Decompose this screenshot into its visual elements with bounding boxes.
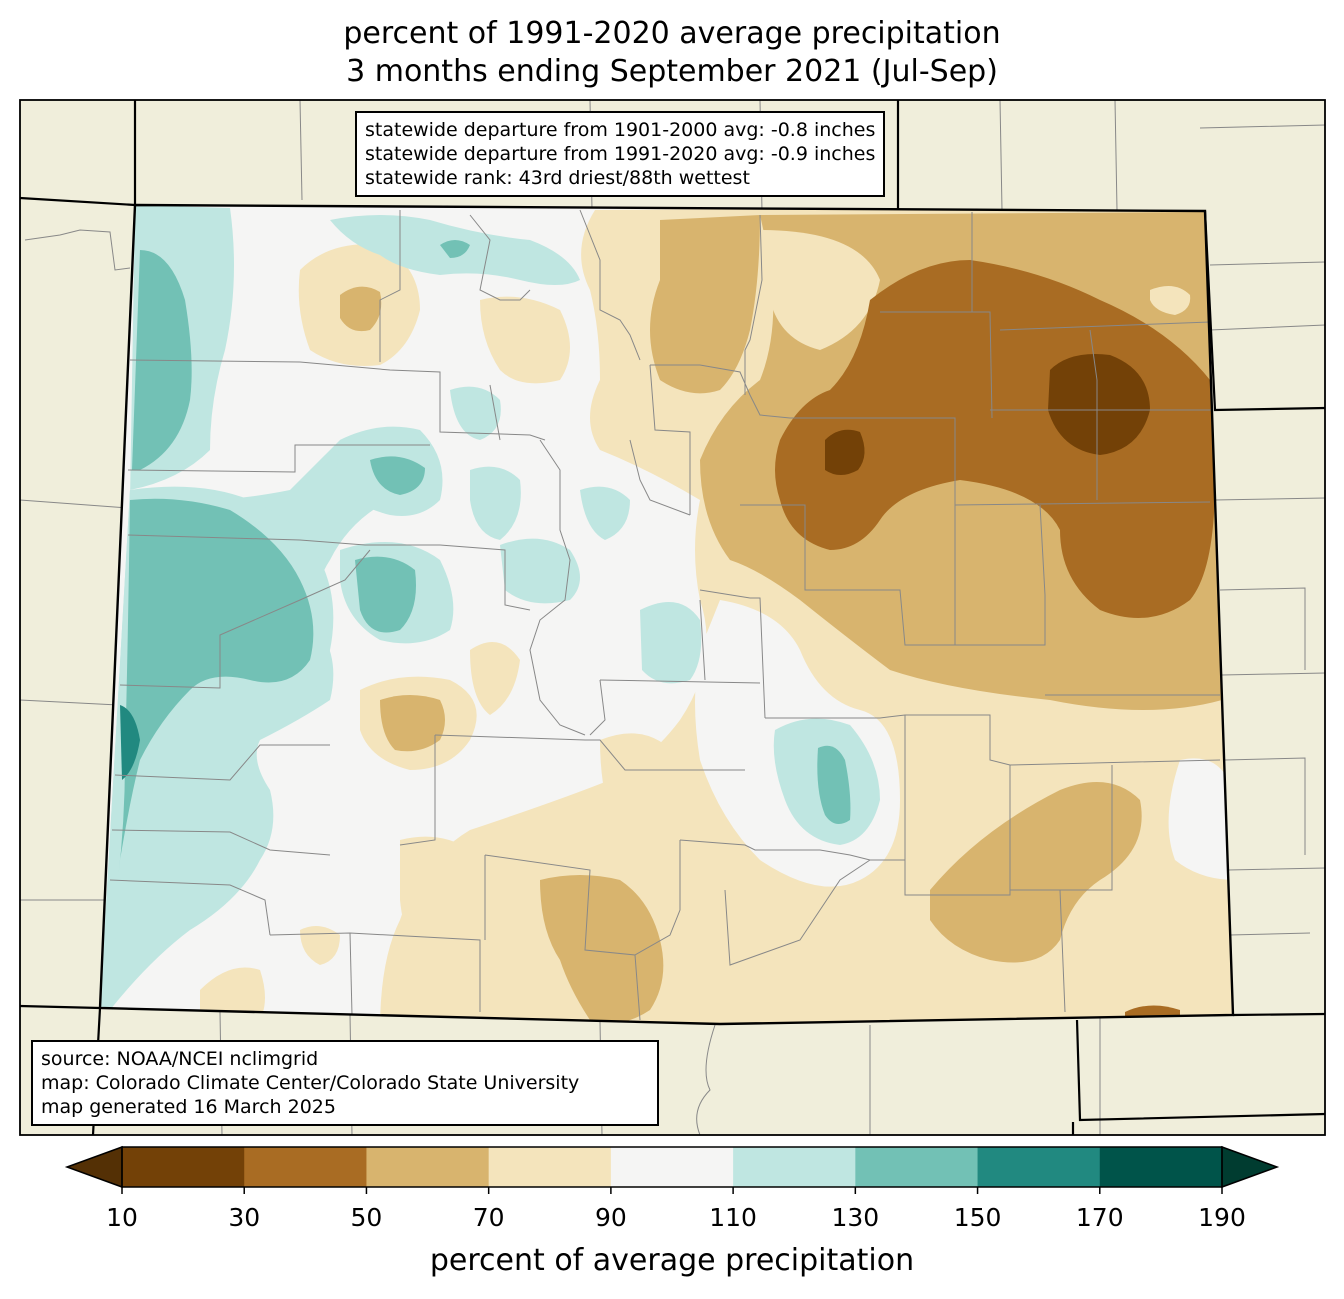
colorbar-tick-label: 170	[1075, 1203, 1124, 1232]
colorbar-tick-label: 90	[594, 1203, 627, 1232]
colorbar-segment	[366, 1147, 490, 1187]
colorado-border	[98, 203, 1235, 1026]
colorbar-tick-label: 30	[228, 1203, 261, 1232]
stats-line-1: statewide departure from 1901-2000 avg: …	[365, 119, 876, 141]
colorbar-tick-label: 130	[831, 1203, 880, 1232]
stats-line-3: statewide rank: 43rd driest/88th wettest	[365, 167, 750, 189]
colorbar-segment	[488, 1147, 612, 1187]
colorbar	[64, 1145, 1280, 1194]
colorbar-segment	[855, 1147, 979, 1187]
county-lines	[109, 209, 1221, 1021]
map-frame	[19, 99, 1326, 1136]
colorbar-segment	[244, 1147, 367, 1187]
colorbar-tick-label: 70	[472, 1203, 505, 1232]
colorbar-label: percent of average precipitation	[429, 1243, 915, 1278]
source-line-1: source: NOAA/NCEI nclimgrid	[41, 1048, 319, 1070]
source-line-2: map: Colorado Climate Center/Colorado St…	[41, 1072, 580, 1094]
map-title-line1: percent of 1991-2020 average precipitati…	[343, 16, 1001, 51]
colorbar-segment	[610, 1147, 734, 1187]
colorbar-segment	[733, 1147, 856, 1187]
colorbar-over-arrow	[1221, 1145, 1280, 1189]
colorbar-tick-label: 150	[953, 1203, 1002, 1232]
colorbar-segment	[122, 1147, 245, 1187]
colorbar-tick-label: 190	[1198, 1203, 1246, 1232]
statewide-stats-box: statewide departure from 1901-2000 avg: …	[355, 111, 886, 197]
source-line-3: map generated 16 March 2025	[41, 1096, 336, 1118]
precipitation-field	[100, 205, 1233, 1024]
source-box: source: NOAA/NCEI nclimgrid map: Colorad…	[31, 1040, 659, 1126]
colorbar-under-arrow	[64, 1145, 123, 1189]
colorbar-segment	[977, 1147, 1101, 1187]
colorbar-tick-label: 110	[709, 1203, 757, 1232]
colorbar-tick-label: 50	[350, 1203, 383, 1232]
colorbar-segment	[1099, 1147, 1223, 1187]
map-title-line2: 3 months ending September 2021 (Jul-Sep)	[346, 54, 998, 89]
stats-line-2: statewide departure from 1991-2020 avg: …	[365, 143, 876, 165]
colorbar-outline	[121, 1146, 1223, 1188]
colorbar-tick-label: 10	[106, 1203, 138, 1232]
